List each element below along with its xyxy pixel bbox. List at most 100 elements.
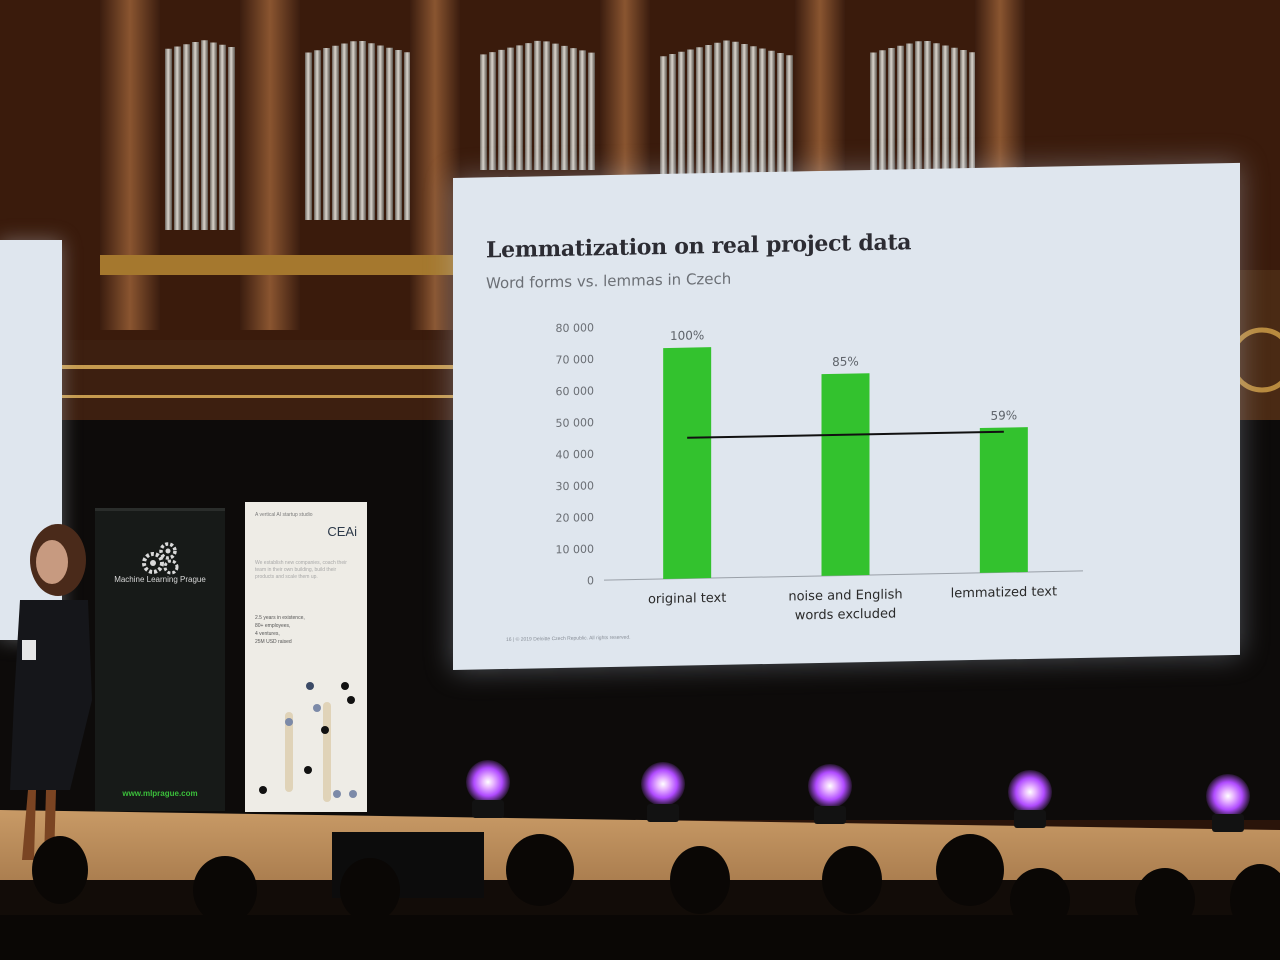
organ-pipe	[516, 45, 523, 170]
organ-pipe	[969, 52, 976, 175]
banner-ceai-tagline: A vertical AI startup studio	[255, 512, 313, 518]
organ-pipe	[507, 47, 514, 170]
organ-pipe	[678, 51, 685, 180]
banner-ceai-dot-graphic	[259, 682, 357, 802]
organ-pipe	[228, 47, 235, 230]
organ-pipe	[350, 41, 357, 220]
organ-pipe	[305, 52, 312, 220]
organ-pipe	[210, 42, 217, 230]
y-tick-label: 60 000	[556, 385, 594, 399]
organ-pipe	[570, 48, 577, 170]
organ-pipe	[588, 52, 595, 170]
organ-pipe	[942, 45, 949, 175]
organ-pipe	[879, 50, 886, 175]
banner-ceai-fact: 25M USD raised	[255, 639, 292, 645]
organ-pipe	[480, 54, 487, 170]
banner-ceai-fact: 4 ventures,	[255, 631, 280, 637]
organ-pipe	[732, 41, 739, 180]
bar-data-label: 100%	[670, 328, 704, 343]
bar	[663, 347, 712, 579]
y-tick-label: 50 000	[556, 416, 594, 430]
organ-pipe	[174, 46, 181, 230]
organ-pipe	[314, 50, 321, 220]
organ-pipe	[705, 45, 712, 180]
organ-pipe	[768, 50, 775, 180]
bar	[821, 373, 870, 576]
organ-pipe	[759, 48, 766, 180]
stage-light	[1008, 770, 1052, 814]
organ-pipe	[951, 47, 958, 175]
organ-pipe	[915, 41, 922, 175]
slide-subtitle: Word forms vs. lemmas in Czech	[486, 269, 732, 293]
organ-pipe	[579, 50, 586, 170]
organ-pipe	[323, 48, 330, 220]
stage-light-base	[1014, 810, 1046, 828]
gears-icon	[142, 542, 179, 575]
stage-light-base	[1212, 814, 1244, 832]
organ-pipe	[341, 43, 348, 220]
banner-ceai-logo: CEAi	[327, 524, 357, 539]
organ-pipe	[404, 52, 411, 220]
x-category-label: noise and English	[788, 587, 902, 604]
stage-light	[641, 762, 685, 806]
organ-pipe	[669, 54, 676, 180]
organ-pipe	[714, 42, 721, 180]
x-category-label: original text	[648, 591, 726, 608]
banner-ceai-fact: 80+ employees,	[255, 623, 291, 629]
organ-pipe	[786, 55, 793, 180]
banner-ceai-blurb: We establish new companies, coach their …	[255, 560, 347, 580]
stage-light-base	[814, 806, 846, 824]
bar-data-label: 85%	[832, 354, 859, 369]
organ-pipe	[687, 49, 694, 180]
x-category-label: words excluded	[795, 606, 897, 623]
banner-mlp-url: www.mlprague.com	[122, 789, 198, 798]
organ-pipe	[395, 50, 402, 220]
projection-screen: Lemmatization on real project data Word …	[453, 162, 1240, 670]
organ-pipe	[489, 52, 496, 170]
bar	[979, 427, 1028, 573]
stage-light	[1206, 774, 1250, 818]
organ-pipe	[219, 44, 226, 230]
banner-ceai-facts: 2.5 years in existence, 80+ employees, 4…	[255, 614, 355, 646]
banner-mlp-title: Machine Learning Prague	[114, 575, 206, 584]
organ-pipe	[201, 40, 208, 230]
organ-pipe	[933, 43, 940, 175]
stage-light	[808, 764, 852, 808]
y-tick-label: 30 000	[556, 479, 594, 493]
organ-pipe	[165, 48, 172, 230]
organ-pipe	[561, 45, 568, 170]
organ-pipe	[897, 45, 904, 175]
organ-pipe	[525, 43, 532, 170]
organ-pipe	[741, 44, 748, 180]
organ-pipe	[870, 52, 877, 175]
bar-chart: 0 10 000 20 000 30 000 40 000 50 000 60 000 70 …	[556, 321, 1083, 623]
organ-pipe	[192, 42, 199, 230]
y-tick-label: 0	[587, 574, 594, 587]
banner-ceai-fact: 2.5 years in existence,	[255, 615, 305, 621]
organ-pipe	[386, 47, 393, 220]
y-tick-label: 40 000	[556, 448, 594, 462]
stage-light-base	[647, 804, 679, 822]
reference-line	[687, 430, 1004, 439]
y-tick-label: 70 000	[556, 353, 594, 367]
banner-ceai: A vertical AI startup studio CEAi We est…	[245, 502, 367, 812]
x-category-label: lemmatized text	[951, 584, 1057, 601]
organ-pipe	[183, 44, 190, 230]
organ-pipe	[723, 40, 730, 180]
y-tick-label: 10 000	[556, 543, 594, 557]
slide-title: Lemmatization on real project data	[486, 229, 912, 264]
banner-machine-learning-prague: Machine Learning Prague www.mlprague.com	[95, 508, 225, 811]
organ-pipe	[888, 48, 895, 175]
stage-light	[466, 760, 510, 804]
organ-pipe	[359, 41, 366, 220]
organ-pipe	[534, 40, 541, 170]
organ-pipe	[332, 45, 339, 220]
organ-pipe	[906, 43, 913, 175]
bar-data-label: 59%	[990, 408, 1017, 423]
left-projection-screen	[0, 240, 62, 640]
organ-pipe	[750, 46, 757, 180]
organ-pipe	[660, 56, 667, 180]
organ-pipe	[498, 49, 505, 170]
y-tick-label: 80 000	[556, 321, 594, 335]
organ-pipe	[543, 41, 550, 170]
